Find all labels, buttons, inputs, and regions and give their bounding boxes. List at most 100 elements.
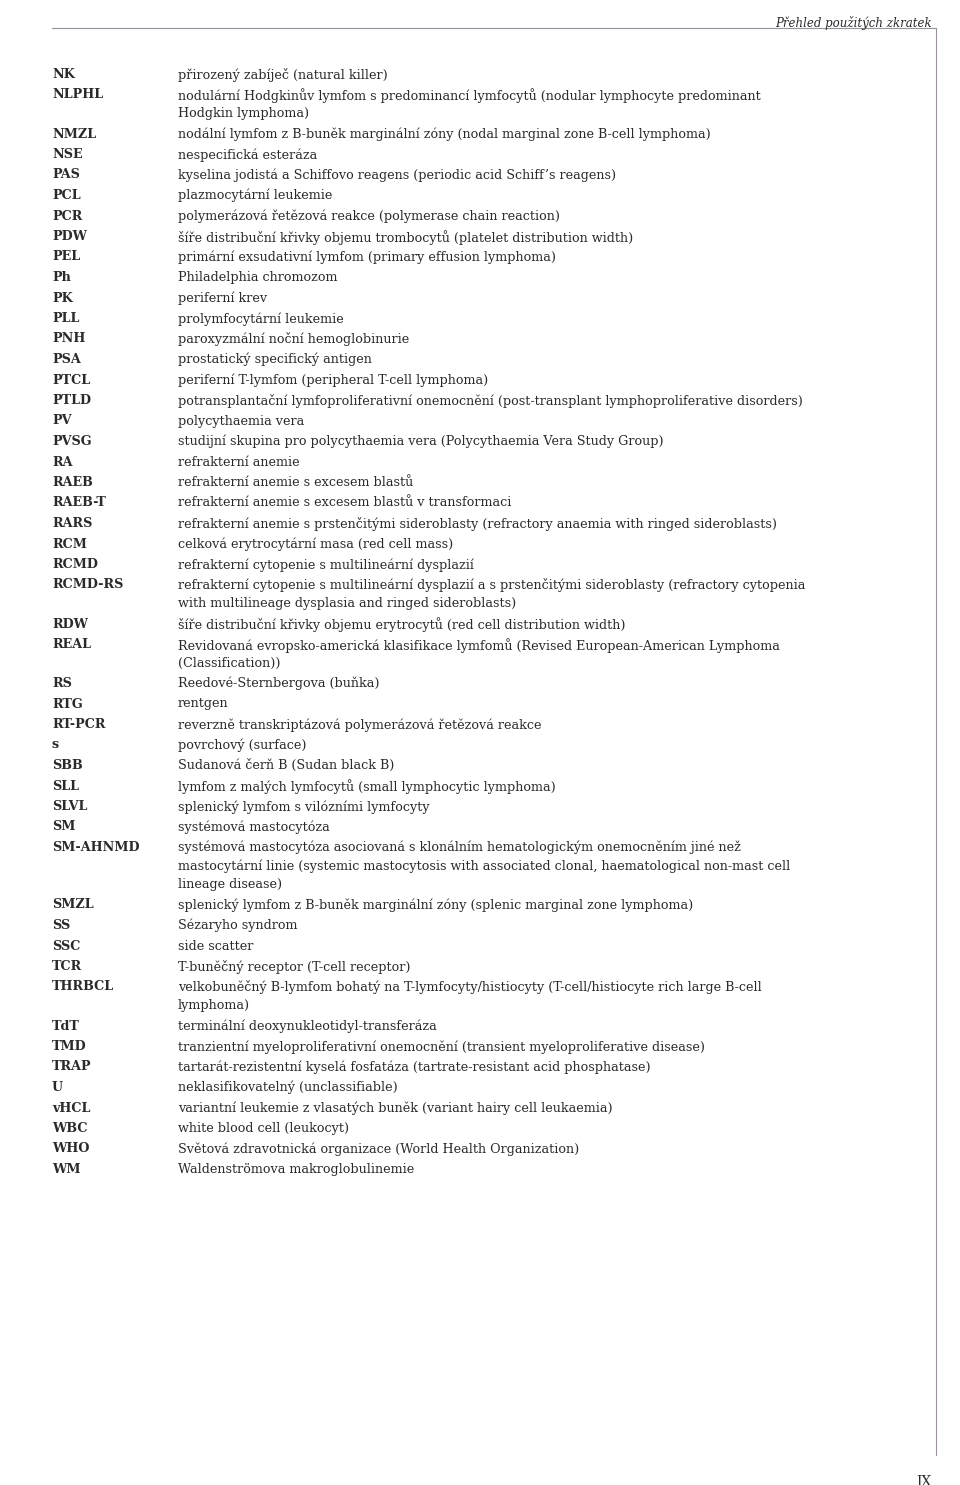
Text: rentgen: rentgen bbox=[178, 698, 228, 710]
Text: nespecifická esteráza: nespecifická esteráza bbox=[178, 148, 317, 162]
Text: paroxyzmální noční hemoglobinurie: paroxyzmální noční hemoglobinurie bbox=[178, 333, 409, 346]
Text: Philadelphia chromozom: Philadelphia chromozom bbox=[178, 270, 338, 284]
Text: PVSG: PVSG bbox=[52, 435, 91, 448]
Text: PEL: PEL bbox=[52, 251, 80, 263]
Text: plazmocytární leukemie: plazmocytární leukemie bbox=[178, 189, 332, 202]
Text: REAL: REAL bbox=[52, 639, 91, 650]
Text: WHO: WHO bbox=[52, 1142, 89, 1155]
Text: white blood cell (leukocyt): white blood cell (leukocyt) bbox=[178, 1123, 349, 1135]
Text: TRAP: TRAP bbox=[52, 1060, 91, 1074]
Text: TdT: TdT bbox=[52, 1020, 80, 1032]
Text: RT-PCR: RT-PCR bbox=[52, 719, 106, 731]
Text: nodulární Hodgkinův lymfom s predominancí lymfocytů (nodular lymphocyte predomin: nodulární Hodgkinův lymfom s predominanc… bbox=[178, 89, 760, 104]
Text: systémová mastocytóza asociovaná s klonálním hematologickým onemocněním jiné než: systémová mastocytóza asociovaná s kloná… bbox=[178, 841, 741, 854]
Text: polymerázová řetězová reakce (polymerase chain reaction): polymerázová řetězová reakce (polymerase… bbox=[178, 209, 560, 223]
Text: RCMD-RS: RCMD-RS bbox=[52, 579, 124, 591]
Text: tranzientní myeloproliferativní onemocnění (transient myeloproliferative disease: tranzientní myeloproliferativní onemocně… bbox=[178, 1040, 705, 1053]
Text: Reedové-Sternbergova (buňka): Reedové-Sternbergova (buňka) bbox=[178, 677, 379, 691]
Text: SLL: SLL bbox=[52, 780, 79, 793]
Text: RDW: RDW bbox=[52, 618, 88, 631]
Text: Ph: Ph bbox=[52, 270, 71, 284]
Text: lineage disease): lineage disease) bbox=[178, 878, 282, 891]
Text: periferní T-lymfom (peripheral T-cell lymphoma): periferní T-lymfom (peripheral T-cell ly… bbox=[178, 374, 489, 388]
Text: vHCL: vHCL bbox=[52, 1102, 90, 1115]
Text: Světová zdravotnická organizace (World Health Organization): Světová zdravotnická organizace (World H… bbox=[178, 1142, 579, 1155]
Text: refrakterní cytopenie s multilineární dysplazií a s prstenčitými sideroblasty (r: refrakterní cytopenie s multilineární dy… bbox=[178, 579, 805, 593]
Text: studijní skupina pro polycythaemia vera (Polycythaemia Vera Study Group): studijní skupina pro polycythaemia vera … bbox=[178, 435, 663, 448]
Text: PK: PK bbox=[52, 291, 73, 304]
Text: refrakterní anemie s prstenčitými sideroblasty (refractory anaemia with ringed s: refrakterní anemie s prstenčitými sidero… bbox=[178, 517, 777, 532]
Text: RA: RA bbox=[52, 456, 73, 468]
Text: SM: SM bbox=[52, 821, 76, 833]
Text: refrakterní anemie s excesem blastů v transformaci: refrakterní anemie s excesem blastů v tr… bbox=[178, 496, 512, 509]
Text: celková erytrocytární masa (red cell mass): celková erytrocytární masa (red cell mas… bbox=[178, 538, 453, 551]
Text: SMZL: SMZL bbox=[52, 898, 94, 912]
Text: RAEB: RAEB bbox=[52, 477, 93, 489]
Text: prolymfocytární leukemie: prolymfocytární leukemie bbox=[178, 312, 344, 325]
Text: polycythaemia vera: polycythaemia vera bbox=[178, 414, 304, 428]
Text: PV: PV bbox=[52, 414, 71, 428]
Text: (Classification)): (Classification)) bbox=[178, 656, 280, 670]
Text: neklasifikovatelný (unclassifiable): neklasifikovatelný (unclassifiable) bbox=[178, 1081, 397, 1094]
Text: reverzně transkriptázová polymerázová řetězová reakce: reverzně transkriptázová polymerázová ře… bbox=[178, 719, 541, 732]
Text: lymfom z malých lymfocytů (small lymphocytic lymphoma): lymfom z malých lymfocytů (small lymphoc… bbox=[178, 780, 556, 794]
Text: WBC: WBC bbox=[52, 1123, 87, 1135]
Text: U: U bbox=[52, 1081, 63, 1094]
Text: PSA: PSA bbox=[52, 353, 81, 365]
Text: RTG: RTG bbox=[52, 698, 83, 710]
Text: PLL: PLL bbox=[52, 312, 80, 325]
Text: systémová mastocytóza: systémová mastocytóza bbox=[178, 821, 329, 835]
Text: T-buněčný receptor (T-cell receptor): T-buněčný receptor (T-cell receptor) bbox=[178, 959, 411, 974]
Text: SLVL: SLVL bbox=[52, 800, 87, 812]
Text: povrchový (surface): povrchový (surface) bbox=[178, 738, 306, 751]
Text: přirozený zabíječ (natural killer): přirozený zabíječ (natural killer) bbox=[178, 68, 388, 82]
Text: PCR: PCR bbox=[52, 209, 83, 223]
Text: NMZL: NMZL bbox=[52, 128, 96, 141]
Text: prostatický specifický antigen: prostatický specifický antigen bbox=[178, 353, 372, 367]
Text: NK: NK bbox=[52, 68, 75, 82]
Text: periferní krev: periferní krev bbox=[178, 291, 267, 304]
Text: RARS: RARS bbox=[52, 517, 92, 530]
Text: Sudanová čerň B (Sudan black B): Sudanová čerň B (Sudan black B) bbox=[178, 759, 395, 772]
Text: PCL: PCL bbox=[52, 189, 81, 202]
Text: Přehled použitých zkratek: Přehled použitých zkratek bbox=[776, 16, 932, 30]
Text: IX: IX bbox=[917, 1475, 932, 1485]
Text: RCM: RCM bbox=[52, 538, 86, 551]
Text: PNH: PNH bbox=[52, 333, 85, 346]
Text: Hodgkin lymphoma): Hodgkin lymphoma) bbox=[178, 107, 309, 120]
Text: potransplantační lymfoproliferativní onemocnění (post-transplant lymphoprolifera: potransplantační lymfoproliferativní one… bbox=[178, 394, 803, 408]
Text: SM-AHNMD: SM-AHNMD bbox=[52, 841, 139, 854]
Text: refrakterní anemie s excesem blastů: refrakterní anemie s excesem blastů bbox=[178, 477, 413, 489]
Text: šíře distribuční křivky objemu trombocytů (platelet distribution width): šíře distribuční křivky objemu trombocyt… bbox=[178, 230, 634, 245]
Text: RCMD: RCMD bbox=[52, 558, 98, 572]
Text: Sézaryho syndrom: Sézaryho syndrom bbox=[178, 919, 298, 933]
Text: PTLD: PTLD bbox=[52, 394, 91, 407]
Text: refrakterní cytopenie s multilineární dysplazií: refrakterní cytopenie s multilineární dy… bbox=[178, 558, 474, 572]
Text: PAS: PAS bbox=[52, 168, 80, 181]
Text: PTCL: PTCL bbox=[52, 374, 90, 386]
Text: SS: SS bbox=[52, 919, 70, 933]
Text: primární exsudativní lymfom (primary effusion lymphoma): primární exsudativní lymfom (primary eff… bbox=[178, 251, 556, 264]
Text: RAEB-T: RAEB-T bbox=[52, 496, 106, 509]
Text: lymphoma): lymphoma) bbox=[178, 999, 251, 1011]
Text: SBB: SBB bbox=[52, 759, 83, 772]
Text: tartarát-rezistentní kyselá fosfatáza (tartrate-resistant acid phosphatase): tartarát-rezistentní kyselá fosfatáza (t… bbox=[178, 1060, 651, 1074]
Text: NSE: NSE bbox=[52, 148, 83, 160]
Text: RS: RS bbox=[52, 677, 72, 691]
Text: variantní leukemie z vlasatých buněk (variant hairy cell leukaemia): variantní leukemie z vlasatých buněk (va… bbox=[178, 1102, 612, 1115]
Text: TMD: TMD bbox=[52, 1040, 86, 1053]
Text: THRBCL: THRBCL bbox=[52, 980, 114, 993]
Text: WM: WM bbox=[52, 1163, 81, 1176]
Text: with multilineage dysplasia and ringed sideroblasts): with multilineage dysplasia and ringed s… bbox=[178, 597, 516, 610]
Text: mastocytární linie (systemic mastocytosis with associated clonal, haematological: mastocytární linie (systemic mastocytosi… bbox=[178, 860, 790, 873]
Text: NLPHL: NLPHL bbox=[52, 89, 103, 101]
Text: nodální lymfom z B-buněk marginální zóny (nodal marginal zone B-cell lymphoma): nodální lymfom z B-buněk marginální zóny… bbox=[178, 128, 710, 141]
Text: Revidovaná evropsko-americká klasifikace lymfomů (Revised European-American Lymp: Revidovaná evropsko-americká klasifikace… bbox=[178, 639, 780, 653]
Text: PDW: PDW bbox=[52, 230, 87, 244]
Text: side scatter: side scatter bbox=[178, 940, 253, 952]
Text: velkobuněčný B-lymfom bohatý na T-lymfocyty/histiocyty (T-cell/histiocyte rich l: velkobuněčný B-lymfom bohatý na T-lymfoc… bbox=[178, 980, 761, 995]
Text: SSC: SSC bbox=[52, 940, 81, 952]
Text: TCR: TCR bbox=[52, 959, 83, 973]
Text: refrakterní anemie: refrakterní anemie bbox=[178, 456, 300, 468]
Text: kyselina jodistá a Schiffovo reagens (periodic acid Schiff’s reagens): kyselina jodistá a Schiffovo reagens (pe… bbox=[178, 168, 616, 183]
